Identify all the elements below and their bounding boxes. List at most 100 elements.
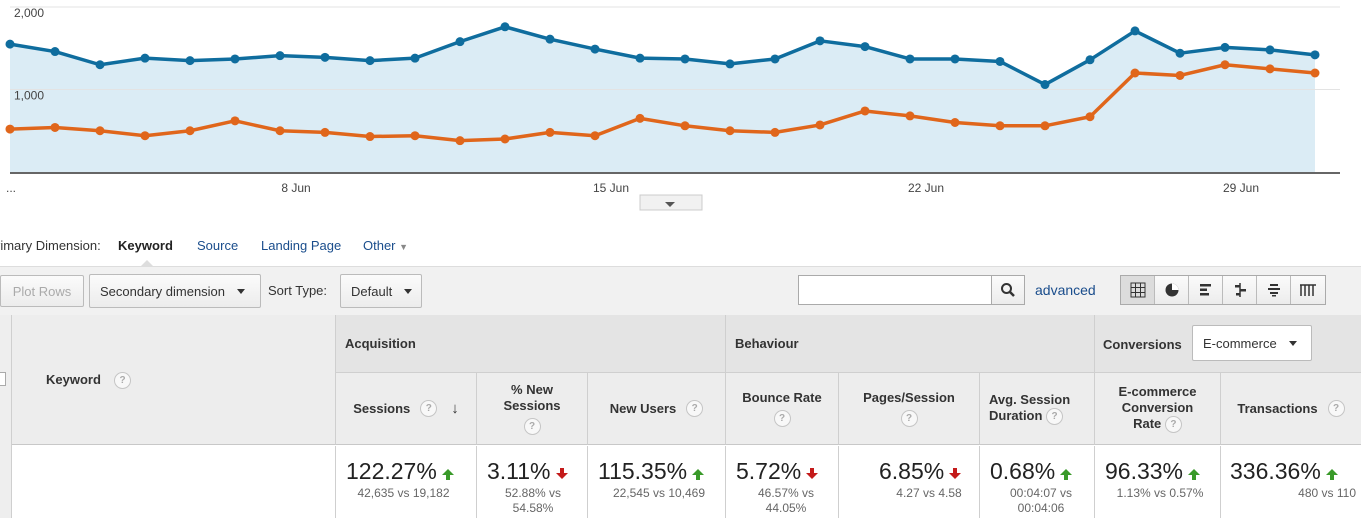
data-point (770, 127, 780, 137)
help-icon[interactable]: ? (686, 400, 704, 417)
metric-cell-avg-session-duration: 0.68% 00:04:07 vs 00:04:06 (980, 446, 1095, 518)
col-header-new-sessions[interactable]: % New Sessions ? (477, 373, 588, 445)
data-point (365, 132, 375, 142)
data-point (1175, 48, 1185, 58)
advanced-filter-link[interactable]: advanced (1035, 282, 1096, 298)
dimension-other-dropdown[interactable]: Other ▼ (363, 238, 408, 253)
search-icon (1001, 283, 1015, 297)
acquisition-group-header: Acquisition (336, 315, 726, 373)
data-point (500, 22, 510, 32)
data-point (275, 51, 285, 61)
col-header-avg-session-duration[interactable]: Avg. Session Duration ? (980, 373, 1095, 445)
metric-comparison: 22,545 vs 10,469 (612, 486, 706, 500)
col-header-sessions[interactable]: Sessions ? ↓ (336, 373, 477, 445)
help-icon[interactable]: ? (900, 410, 918, 427)
term-cloud-view-button[interactable] (1257, 276, 1291, 304)
metric-value: 96.33% (1105, 458, 1184, 484)
data-point (1040, 80, 1050, 90)
data-point (860, 106, 870, 116)
dimension-landing-page-link[interactable]: Landing Page (261, 238, 342, 253)
data-point (185, 56, 195, 66)
secondary-dimension-label: Secondary dimension (100, 283, 226, 299)
data-point (860, 42, 870, 52)
help-icon[interactable]: ? (773, 410, 791, 427)
view-switcher (1120, 275, 1326, 305)
col-label: Pages/Session (863, 390, 955, 405)
help-icon[interactable]: ? (1327, 400, 1345, 417)
metric-value-wrap: 115.35% (598, 458, 705, 485)
select-all-checkbox[interactable] (0, 372, 6, 386)
table-toolbar: Plot Rows Secondary dimension Sort Type:… (0, 266, 1361, 316)
col-label: Sessions (353, 400, 411, 416)
sort-type-value: Default (351, 283, 393, 299)
search-button[interactable] (991, 275, 1025, 305)
series-area (10, 26, 1315, 172)
metric-value: 5.72% (736, 458, 802, 484)
data-point (140, 53, 150, 63)
metric-cell-new-sessions: 3.11% 52.88% vs 54.58% (477, 446, 588, 518)
comparison-view-button[interactable] (1223, 276, 1257, 304)
data-point (545, 127, 555, 137)
chevron-down-icon (1288, 340, 1297, 346)
grid-icon (1130, 282, 1145, 298)
data-point (680, 54, 690, 64)
table-search-input[interactable] (798, 275, 992, 305)
x-tick-label: 22 Jun (908, 181, 944, 195)
x-tick-label: 29 Jun (1223, 181, 1259, 195)
col-label-wrap: E-commerce Conversion Rate ? (1108, 384, 1208, 434)
data-point (320, 127, 330, 137)
col-label: % New Sessions (503, 382, 561, 413)
x-tick-label: 15 Jun (593, 181, 629, 195)
secondary-dimension-select[interactable]: Secondary dimension (89, 274, 261, 308)
primary-dimension-label: rimary Dimension: (0, 238, 101, 253)
conversions-type-select[interactable]: E-commerce (1192, 325, 1312, 361)
trend-up-icon (1325, 469, 1338, 480)
y-tick-label: 2,000 (14, 6, 44, 20)
col-header-bounce-rate[interactable]: Bounce Rate ? (726, 373, 839, 445)
trend-up-icon (692, 469, 705, 480)
conversions-type-value: E-commerce (1203, 335, 1277, 351)
data-point (1220, 42, 1230, 52)
metric-value-wrap: 336.36% (1230, 458, 1338, 485)
dimension-source-link[interactable]: Source (197, 238, 239, 253)
help-icon[interactable]: ? (1046, 408, 1064, 426)
pie-chart-icon (1165, 283, 1178, 297)
col-header-new-users[interactable]: New Users ? (588, 373, 726, 445)
metric-comparison: 480 vs 110 (1298, 486, 1356, 500)
conversions-label: Conversions (1103, 337, 1182, 352)
data-point (905, 54, 915, 64)
metric-value: 3.11% (487, 458, 551, 484)
keyword-header-label: Keyword (46, 372, 101, 387)
col-header-ecommerce-conversion-rate[interactable]: E-commerce Conversion Rate ? (1095, 373, 1221, 445)
help-icon[interactable]: ? (420, 400, 438, 417)
series-line (9, 25, 1316, 87)
trend-up-icon (1060, 469, 1073, 480)
pie-view-button[interactable] (1155, 276, 1189, 304)
data-point (1265, 45, 1275, 55)
col-header-transactions[interactable]: Transactions ? (1221, 373, 1361, 445)
line-chart: 2,000 1,000... 8 Jun 15 Jun 22 Jun 29 Jun (5, 6, 1340, 211)
help-icon[interactable]: ? (114, 372, 131, 389)
help-icon[interactable]: ? (523, 418, 541, 435)
comparison-icon (1234, 283, 1246, 297)
data-point (1310, 68, 1320, 78)
plot-rows-button[interactable]: Plot Rows (0, 275, 84, 307)
col-label: Transactions (1237, 400, 1318, 416)
pivot-view-button[interactable] (1291, 276, 1325, 304)
chevron-down-icon (237, 288, 246, 294)
chart-collapse-handle[interactable] (639, 194, 703, 211)
data-point (995, 121, 1005, 131)
row-checkbox-column (0, 315, 12, 518)
term-cloud-icon (1267, 284, 1280, 297)
sort-type-select[interactable]: Default (340, 274, 422, 308)
data-point (545, 34, 555, 44)
metric-value-wrap: 5.72% (736, 458, 819, 485)
col-header-pages-session[interactable]: Pages/Session ? (839, 373, 980, 445)
metric-cell-bounce-rate: 5.72% 46.57% vs 44.05% (726, 446, 839, 518)
table-view-button[interactable] (1121, 276, 1155, 304)
help-icon[interactable]: ? (1164, 416, 1182, 434)
performance-view-button[interactable] (1189, 276, 1223, 304)
behaviour-group-header: Behaviour (726, 315, 1095, 373)
keyword-header[interactable]: Keyword ? (12, 315, 336, 445)
dimension-keyword[interactable]: Keyword (118, 238, 173, 253)
